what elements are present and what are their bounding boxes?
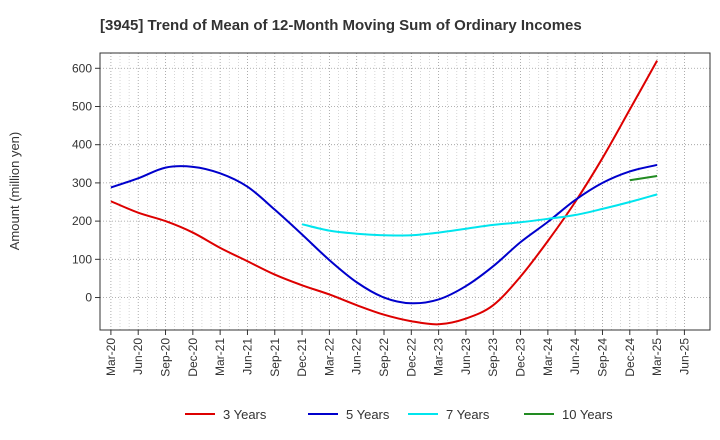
y-tick-label: 200 bbox=[72, 214, 92, 228]
x-tick-label: Jun-24 bbox=[568, 338, 582, 375]
y-tick-label: 600 bbox=[72, 61, 92, 75]
y-axis-label: Amount (million yen) bbox=[7, 132, 22, 251]
x-tick-label: Sep-21 bbox=[268, 338, 282, 377]
y-tick-label: 100 bbox=[72, 252, 92, 266]
series-lines bbox=[110, 60, 658, 326]
x-tick-label: Mar-21 bbox=[213, 338, 227, 376]
y-tick-label: 500 bbox=[72, 99, 92, 113]
chart-title: [3945] Trend of Mean of 12-Month Moving … bbox=[100, 17, 582, 34]
y-axis: 0 100 200 300 400 500 600 bbox=[72, 61, 100, 305]
x-axis: Mar-20 Jun-20 Sep-20 Dec-20 Mar-21 Jun-21 Sep-… bbox=[104, 330, 691, 377]
x-tick-label: Sep-24 bbox=[595, 338, 609, 377]
x-tick-label: Mar-22 bbox=[322, 338, 336, 376]
x-tick-label: Jun-21 bbox=[240, 338, 254, 375]
series-line-7-years bbox=[301, 193, 658, 237]
x-tick-label: Dec-24 bbox=[623, 338, 637, 377]
x-tick-label: Dec-20 bbox=[186, 338, 200, 377]
y-tick-label: 0 bbox=[85, 291, 92, 305]
x-tick-label: Jun-22 bbox=[350, 338, 364, 375]
legend: 3 Years 5 Years 7 Years 10 Years bbox=[185, 407, 613, 422]
x-tick-label: Dec-21 bbox=[295, 338, 309, 377]
x-tick-label: Jun-25 bbox=[677, 338, 691, 375]
series-line-10-years bbox=[629, 175, 658, 182]
x-tick-label: Sep-23 bbox=[486, 338, 500, 377]
plot-area-frame bbox=[99, 52, 711, 331]
x-tick-label: Sep-20 bbox=[159, 338, 173, 377]
x-tick-label: Mar-25 bbox=[650, 338, 664, 376]
series-line-5-years bbox=[110, 163, 658, 305]
y-tick-label: 300 bbox=[72, 176, 92, 190]
x-tick-label: Sep-22 bbox=[377, 338, 391, 377]
x-tick-label: Dec-23 bbox=[514, 338, 528, 377]
series-line-3-years bbox=[110, 60, 658, 326]
x-tick-label: Dec-22 bbox=[404, 338, 418, 377]
x-tick-label: Jun-23 bbox=[459, 338, 473, 375]
x-tick-label: Mar-24 bbox=[541, 338, 555, 376]
x-tick-label: Mar-20 bbox=[104, 338, 118, 376]
legend-label: 7 Years bbox=[446, 407, 490, 422]
legend-label: 10 Years bbox=[562, 407, 613, 422]
legend-label: 5 Years bbox=[346, 407, 390, 422]
x-tick-label: Mar-23 bbox=[432, 338, 446, 376]
y-tick-label: 400 bbox=[72, 138, 92, 152]
grid-lines bbox=[100, 53, 710, 330]
x-tick-label: Jun-20 bbox=[131, 338, 145, 375]
legend-label: 3 Years bbox=[223, 407, 267, 422]
